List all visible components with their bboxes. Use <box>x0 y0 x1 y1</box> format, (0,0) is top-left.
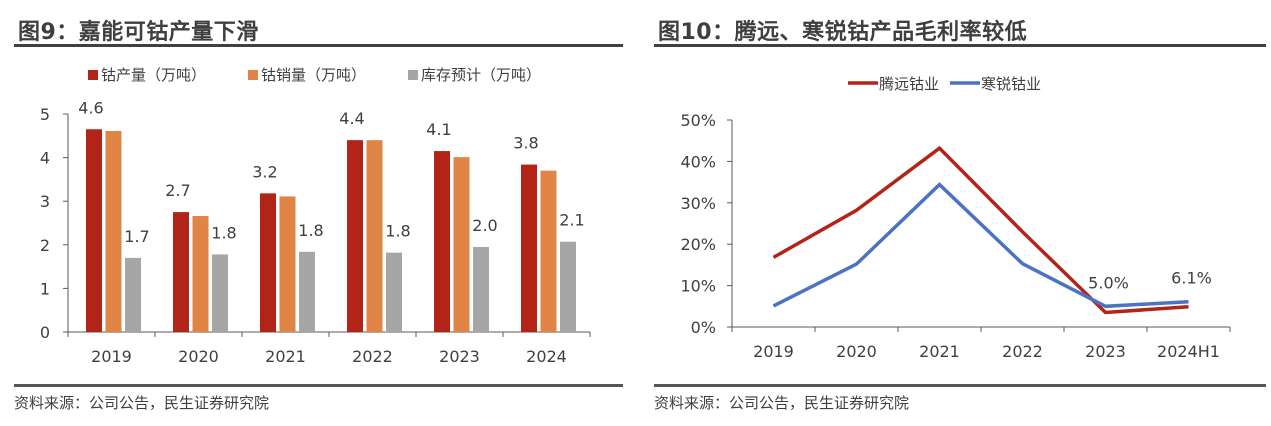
data-label: 4.1 <box>426 120 451 139</box>
legend-swatch-0 <box>88 70 98 80</box>
data-label: 1.8 <box>211 223 236 242</box>
bar-2-2022 <box>386 252 402 332</box>
y-tick-label: 2 <box>40 236 50 255</box>
series-line-0 <box>772 145 1189 315</box>
x-tick-label: 2024 <box>526 347 567 366</box>
bar-0-2023 <box>434 151 450 332</box>
legend-label-0: 钴产量（万吨） <box>101 66 206 84</box>
data-label: 1.8 <box>298 221 323 240</box>
y-tick-label: 1 <box>40 279 50 298</box>
line-chart: 腾远钴业 寒锐钴业 0% 10% 20% 30% 40% 50% 2019 2020 2021 202… <box>680 75 1231 361</box>
data-label: 2.1 <box>559 211 584 230</box>
bar-chart: 钴产量（万吨） 钴销量（万吨） 库存预计（万吨） 0 1 2 3 4 5 2019 2020 2021… <box>40 66 591 366</box>
bar-2-2019 <box>125 257 141 332</box>
legend-label-2: 库存预计（万吨） <box>421 66 541 84</box>
y-tick-label: 3 <box>40 192 50 211</box>
bar-0-2021 <box>260 193 276 332</box>
y-tick-label: 0 <box>40 323 50 342</box>
x-tick-label: 2019 <box>753 342 794 361</box>
figure-10-top-rule <box>654 44 1266 47</box>
bar-1-2021 <box>279 196 296 332</box>
x-tick-label: 2021 <box>919 342 960 361</box>
data-label: 5.0% <box>1088 273 1129 292</box>
legend-label-1: 寒锐钴业 <box>981 75 1041 93</box>
bar-1-2023 <box>453 157 470 332</box>
x-tick-label: 2022 <box>1002 342 1043 361</box>
data-label: 1.7 <box>124 227 149 246</box>
legend-swatch-2 <box>408 70 418 80</box>
bar-1-2022 <box>366 140 383 332</box>
x-tick-label: 2020 <box>178 347 219 366</box>
data-label: 4.4 <box>339 109 364 128</box>
y-tick-label: 5 <box>40 105 50 124</box>
bar-2-2024 <box>560 241 576 332</box>
bar-2-2021 <box>299 251 315 332</box>
series-line-1 <box>772 182 1189 309</box>
x-tick-label: 2021 <box>265 347 306 366</box>
x-tick-label: 2023 <box>1085 342 1126 361</box>
bar-0-2024 <box>521 164 537 332</box>
data-label: 2.7 <box>165 181 190 200</box>
bar-1-2024 <box>540 170 557 332</box>
data-label: 6.1% <box>1171 269 1212 288</box>
bar-1-2020 <box>192 216 209 332</box>
bar-2-2023 <box>473 246 489 332</box>
legend-swatch-1 <box>248 70 258 80</box>
data-label: 3.2 <box>252 162 277 181</box>
y-tick-label: 50% <box>680 111 716 130</box>
data-label: 1.8 <box>385 222 410 241</box>
y-tick-label: 20% <box>680 235 716 254</box>
x-tick-label: 2024H1 <box>1157 342 1220 361</box>
figure-9-top-rule <box>14 44 623 47</box>
bar-0-2019 <box>86 129 102 332</box>
bar-0-2022 <box>347 140 363 332</box>
x-tick-label: 2020 <box>836 342 877 361</box>
y-tick-label: 40% <box>680 152 716 171</box>
figure-10-title: 图10：腾远、寒锐钴产品毛利率较低 <box>658 20 1028 45</box>
figure-10-source: 资料来源：公司公告，民生证券研究院 <box>654 394 910 412</box>
bar-0-2020 <box>173 212 189 332</box>
figure-9-title: 图9：嘉能可钴产量下滑 <box>18 20 259 45</box>
bar-2-2020 <box>212 254 228 332</box>
y-tick-label: 0% <box>691 318 716 337</box>
x-tick-label: 2019 <box>91 347 132 366</box>
data-label: 2.0 <box>472 216 497 235</box>
y-tick-label: 4 <box>40 149 50 168</box>
figure-10-panel: 图10：腾远、寒锐钴产品毛利率较低 腾远钴业 寒锐钴业 0% 10% 20% 30% 40%… <box>640 0 1271 426</box>
x-tick-label: 2023 <box>439 347 480 366</box>
y-tick-label: 30% <box>680 194 716 213</box>
bar-1-2019 <box>105 131 122 332</box>
figure-9-panel: 图9：嘉能可钴产量下滑 钴产量（万吨） 钴销量（万吨） 库存预计（万吨） 0 1 2 3 4 5… <box>14 20 623 412</box>
figure-9-source: 资料来源：公司公告，民生证券研究院 <box>14 394 270 412</box>
data-label: 4.6 <box>78 98 103 117</box>
figure-10-bottom-rule <box>654 384 1266 387</box>
legend-label-0: 腾远钴业 <box>879 75 939 93</box>
legend-label-1: 钴销量（万吨） <box>261 66 366 84</box>
figure-9-bottom-rule <box>14 384 623 387</box>
x-tick-label: 2022 <box>352 347 393 366</box>
data-label: 3.8 <box>513 134 538 153</box>
y-tick-label: 10% <box>680 277 716 296</box>
